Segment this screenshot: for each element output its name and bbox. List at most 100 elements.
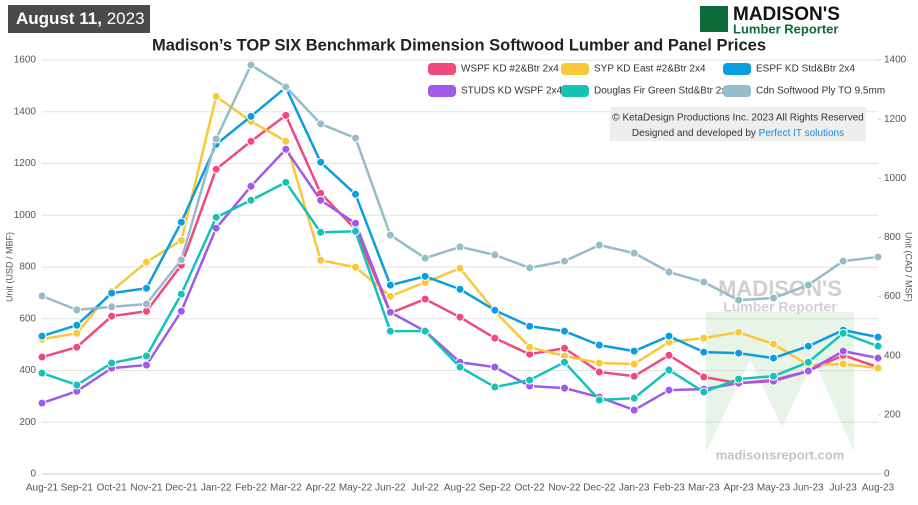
data-point [72,305,82,315]
x-tick-label: May-22 [339,483,373,494]
data-point [211,134,221,144]
data-point [490,250,500,260]
legend-swatch [428,85,456,97]
data-point [420,294,430,304]
data-point [211,212,221,222]
data-point [281,144,291,154]
data-point [281,82,291,92]
data-point [281,177,291,187]
data-point [72,380,82,390]
data-point [455,362,465,372]
data-point [769,293,778,303]
data-point [142,283,151,293]
data-point [72,342,82,352]
x-tick-label: Sep-22 [479,483,512,494]
data-point [699,333,709,343]
data-point [838,359,848,369]
data-point [37,331,47,341]
legend-swatch [561,85,589,97]
x-tick-label: Aug-23 [862,483,895,494]
data-point [385,230,395,240]
y2-tick-label: 200 [884,409,901,420]
data-point [37,352,47,362]
data-point [351,218,360,228]
data-point [385,291,395,301]
y-tick-label: 1600 [14,55,37,66]
x-tick-label: Oct-21 [97,483,127,494]
watermark: MADISON'S Lumber Reporter madisonsreport… [706,276,854,462]
x-tick-label: Aug-21 [26,483,59,494]
data-point [734,374,744,384]
legend-label: Douglas Fir Green Std&Btr 2x4 [594,86,732,97]
data-point [176,235,186,245]
legend-swatch [723,63,751,75]
logo-icon [700,6,728,32]
x-tick-label: Feb-22 [235,483,267,494]
y2-tick-label: 800 [884,232,901,243]
y2-tick-label: 0 [884,469,890,480]
data-point [699,277,709,287]
chart-title: Madison’s TOP SIX Benchmark Dimension So… [152,36,766,54]
copyright: © KetaDesign Productions Inc. 2023 All R… [612,113,863,124]
data-point [316,119,326,129]
data-point [385,307,395,317]
data-point [873,252,883,262]
data-point [37,368,47,378]
designed: Designed and developed by [632,128,756,139]
data-point [107,311,117,321]
date: August 11, [16,9,102,28]
data-point [803,357,813,367]
data-point [385,280,395,290]
data-point [385,326,395,336]
data-point [72,320,82,330]
data-point [873,341,883,351]
data-point [211,91,221,101]
data-point [525,375,535,385]
data-point [211,164,221,174]
logo-bottom: Lumber Reporter [733,21,838,36]
data-point [629,371,639,381]
legend-label: SYP KD East #2&Btr 2x4 [594,64,706,75]
data-point [629,359,639,369]
data-point [734,295,744,305]
data-point [176,255,186,265]
date-box [8,5,150,33]
data-point [490,382,500,392]
data-point [455,263,465,273]
legend-swatch [723,85,751,97]
data-point [560,343,569,353]
data-point [838,328,848,338]
data-point [455,284,465,294]
watermark-tree [770,360,854,452]
data-point [351,226,360,236]
data-point [246,136,256,146]
y2-tick-label: 600 [884,291,901,302]
company-link[interactable]: Perfect IT solutions [759,128,844,139]
data-point [664,267,674,277]
x-tick-label: Aug-22 [444,483,477,494]
data-point [37,398,47,408]
data-point [594,367,604,377]
watermark-tree [706,360,794,452]
y2-axis-label: Unit (CAD / MSF) [904,232,914,302]
y2-tick-label: 1000 [884,173,907,184]
x-tick-label: Jul-22 [412,483,440,494]
data-point [734,327,744,337]
x-tick-label: Mar-23 [688,483,720,494]
data-point [490,362,500,372]
data-point [594,395,604,405]
data-point [281,110,291,120]
y2-tick-label: 1200 [884,114,907,125]
data-point [803,366,813,376]
x-tick-label: Mar-22 [270,483,302,494]
watermark-site: madisonsreport.com [716,447,845,462]
data-point [351,189,360,199]
data-point [803,280,813,290]
data-point [142,257,151,267]
legend-label: Cdn Softwood Ply TO 9.5mm [756,86,885,97]
data-point [246,195,256,205]
logo-top: MADISON'S [733,4,840,25]
y-axis-label: Unit (USD / MBF) [4,232,14,302]
data-point [769,371,778,381]
